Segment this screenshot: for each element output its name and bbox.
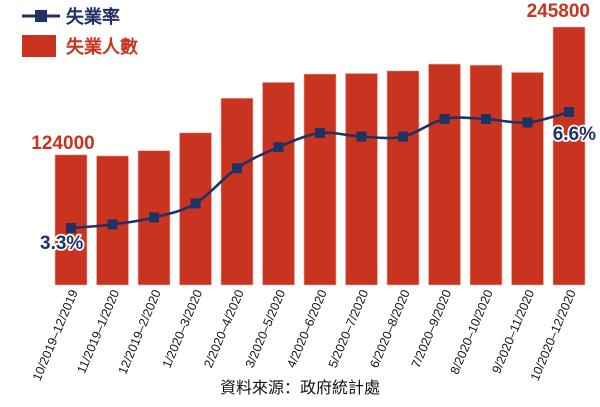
bar-8 bbox=[345, 73, 378, 286]
x-tick-label-2: 11/2019–1/2020 bbox=[74, 288, 122, 376]
bar-9 bbox=[386, 70, 420, 286]
x-tick-label-5: 2/2020–4/2020 bbox=[201, 288, 246, 370]
x-tick-label-6: 3/2020–5/2020 bbox=[243, 288, 288, 370]
x-tick-label-11: 8/2020–10/2020 bbox=[448, 288, 496, 377]
rate-point-10 bbox=[439, 114, 450, 125]
x-tick-label-10: 7/2020–9/2020 bbox=[409, 288, 454, 370]
rate-point-2 bbox=[107, 219, 118, 230]
legend-line-marker bbox=[35, 10, 47, 22]
data-callouts: 124000 245800 3.3% 6.6% bbox=[30, 0, 598, 256]
rate-point-11 bbox=[481, 114, 491, 125]
x-tick-label-12: 9/2020–11/2020 bbox=[489, 288, 537, 376]
rate-point-7 bbox=[315, 128, 325, 139]
x-tick-label-4: 1/2020–3/2020 bbox=[160, 288, 205, 370]
bar-6 bbox=[262, 82, 295, 286]
x-tick-label-13: 10/2020–12/2020 bbox=[528, 288, 579, 383]
x-tick-label-8: 5/2020–7/2020 bbox=[326, 288, 371, 370]
rate-point-13 bbox=[564, 107, 574, 117]
callout-2: 245800 bbox=[527, 1, 590, 22]
bar-13 bbox=[552, 26, 586, 286]
bar-10 bbox=[428, 63, 461, 286]
callout-3: 3.3% bbox=[40, 233, 83, 254]
rate-point-4 bbox=[190, 198, 201, 209]
rate-point-1 bbox=[66, 223, 76, 233]
x-tick-label-9: 6/2020–8/2020 bbox=[367, 288, 412, 370]
x-tick-label-3: 12/2019–2/2020 bbox=[116, 288, 164, 377]
bar-5 bbox=[220, 97, 254, 286]
legend-label-count: 失業人數 bbox=[66, 36, 138, 58]
x-tick-label-7: 4/2020–6/2020 bbox=[284, 288, 329, 370]
x-tick-label-1: 10/2019–12/2019 bbox=[30, 288, 81, 383]
bar-7 bbox=[303, 73, 337, 286]
bar-12 bbox=[511, 72, 544, 286]
line-layer bbox=[66, 107, 574, 233]
callout-4: 6.6% bbox=[553, 124, 596, 145]
bar-1 bbox=[54, 154, 88, 286]
bars-layer bbox=[54, 26, 586, 286]
callout-1: 124000 bbox=[31, 133, 94, 154]
source-note: 資料來源：政府統計處 bbox=[220, 378, 380, 397]
x-tick-labels: 10/2019–12/201911/2019–1/202012/2019–2/2… bbox=[30, 288, 579, 383]
rate-point-8 bbox=[356, 131, 367, 142]
bar-11 bbox=[469, 64, 503, 286]
legend-bar-swatch bbox=[22, 35, 56, 57]
rate-point-6 bbox=[273, 142, 284, 153]
legend-label-rate: 失業率 bbox=[66, 6, 120, 28]
rate-point-5 bbox=[232, 163, 242, 174]
rate-point-3 bbox=[149, 212, 159, 223]
rate-point-9 bbox=[398, 131, 408, 142]
rate-point-12 bbox=[522, 117, 533, 128]
legend: 失業率 失業人數 bbox=[22, 6, 138, 58]
